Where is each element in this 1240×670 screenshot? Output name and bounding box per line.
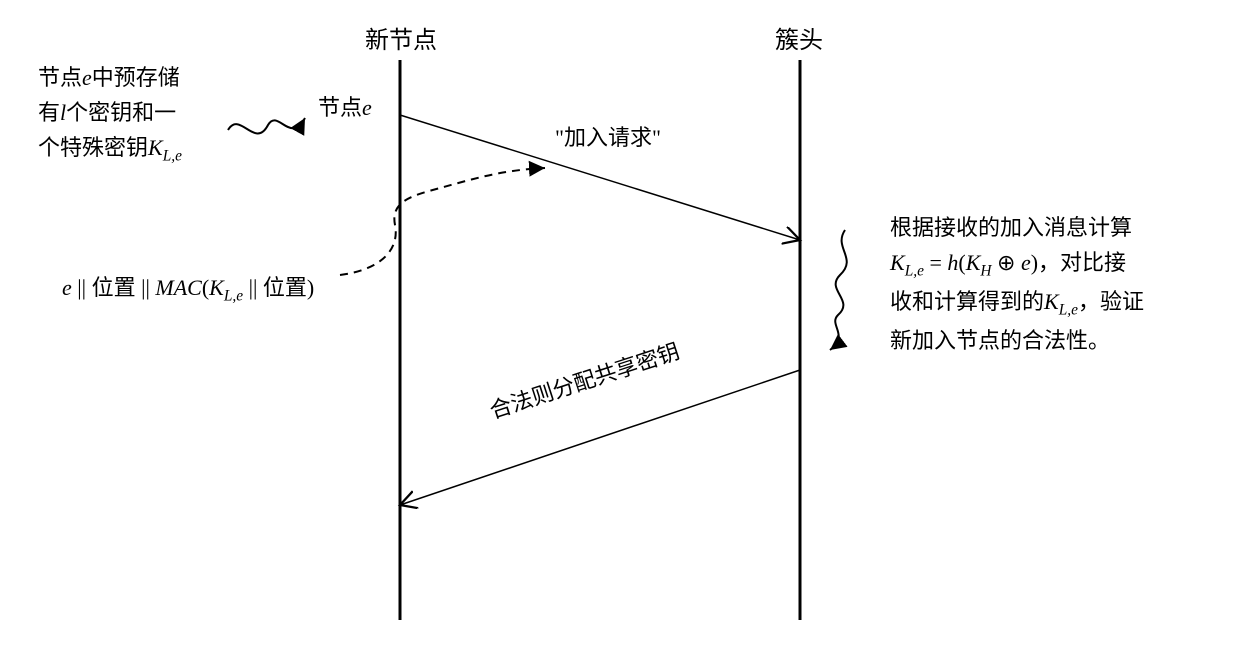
msg1-label: "加入请求" bbox=[555, 120, 661, 155]
left-note: 节点e中预存储有l个密钥和一个特殊密钥KL,e bbox=[38, 60, 182, 169]
squiggle-rightnote bbox=[830, 230, 847, 350]
right-note: 根据接收的加入消息计算KL,e = h(KH ⊕ e)，对比接收和计算得到的KL… bbox=[890, 210, 1220, 358]
payload-formula: e || 位置 || MAC(KL,e || 位置) bbox=[62, 270, 314, 309]
dashed-payload-to-msg1 bbox=[340, 168, 545, 275]
lifeline-newnode-label: 新节点 bbox=[365, 22, 437, 60]
lifeline-clusterhead-label: 簇头 bbox=[775, 22, 823, 60]
node-e-label: 节点e bbox=[318, 90, 372, 125]
squiggle-leftnote bbox=[228, 118, 305, 134]
